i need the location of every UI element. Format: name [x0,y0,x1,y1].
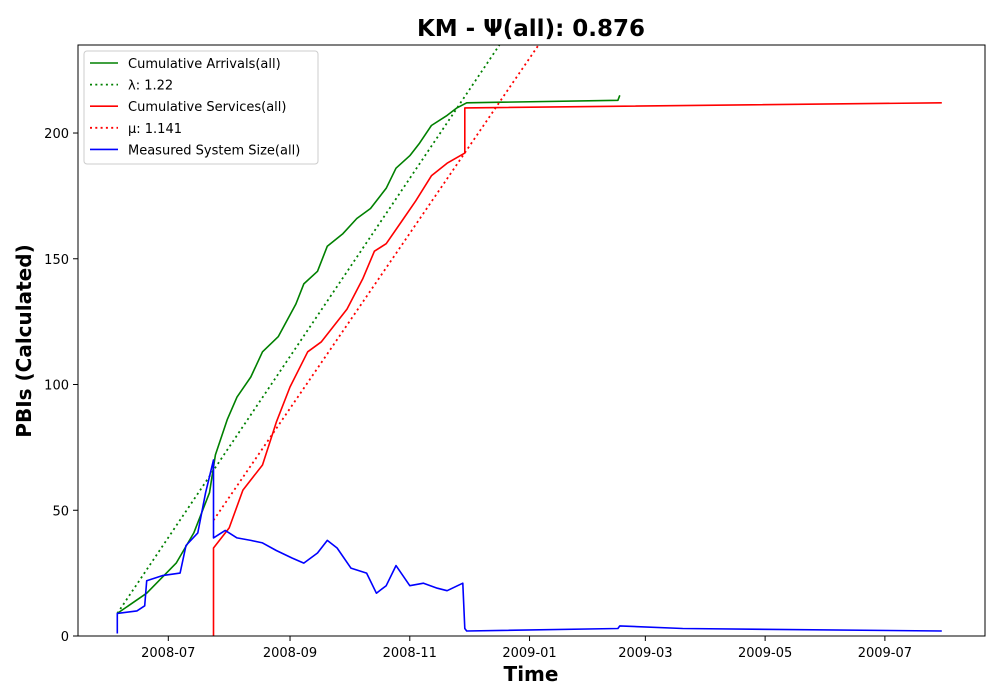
x-tick-label: 2009-05 [738,646,792,661]
legend-box [83,50,319,165]
legend-label: λ: 1.22 [128,79,173,94]
x-tick-label: 2008-09 [263,646,317,661]
legend-label: μ: 1.141 [128,122,182,137]
legend-items: Cumulative Arrivals(all) λ: 1.22 Cumulativ… [90,57,300,158]
x-tick-label: 2009-07 [858,646,912,661]
series-line-5 [116,459,942,634]
x-tick-label: 2008-07 [141,646,195,661]
series-layer [116,45,942,636]
x-tick-label: 2009-01 [502,646,556,661]
legend: Cumulative Arrivals(all) λ: 1.22 Cumulativ… [83,50,319,165]
x-tick-label: 2009-03 [618,646,672,661]
x-axis-title: Time [504,662,559,686]
x-axis: 2008-07 2008-09 2008-11 2009-01 2009-03 2009-… [141,636,912,661]
y-axis: 0 50 100 150 200 [44,127,78,645]
series-line-1 [116,95,621,615]
legend-label: Cumulative Services(all) [128,100,286,115]
series-line-2 [116,45,501,614]
y-tick-label: 100 [44,379,69,394]
y-tick-label: 150 [44,253,69,268]
chart-title: KM - Ψ(all): 0.876 [417,16,645,42]
series-line-3 [212,102,942,636]
y-tick-label: 0 [61,630,69,645]
y-tick-label: 200 [44,127,69,142]
y-tick-label: 50 [52,504,69,519]
legend-label: Cumulative Arrivals(all) [128,57,281,72]
plot-frame [77,44,986,637]
legend-label: Measured System Size(all) [128,143,300,158]
y-axis-title: PBIs (Calculated) [12,244,36,437]
x-tick-label: 2008-11 [383,646,437,661]
